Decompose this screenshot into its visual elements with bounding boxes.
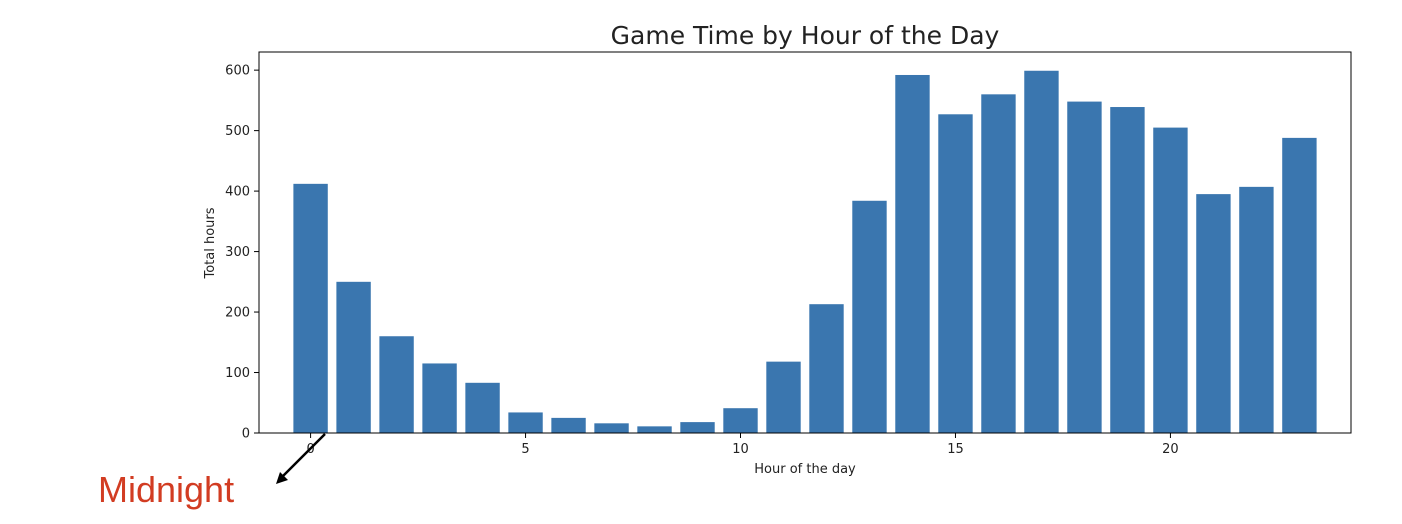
y-axis-ticks: 0 100 200 300 400 500 600 xyxy=(225,64,259,442)
y-tick-label: 100 xyxy=(225,366,250,381)
bar-hour-19 xyxy=(1110,107,1145,433)
bar-hour-15 xyxy=(938,114,973,433)
y-tick-label: 500 xyxy=(225,124,250,139)
bar-hour-22 xyxy=(1239,186,1274,433)
bar-hour-7 xyxy=(594,423,629,433)
plot-frame xyxy=(258,51,1352,434)
chart-title: Game Time by Hour of the Day xyxy=(611,21,1000,50)
x-tick-label: 5 xyxy=(521,442,529,457)
x-tick-label: 15 xyxy=(947,442,964,457)
bar-hour-0 xyxy=(293,183,328,433)
bar-hour-3 xyxy=(422,363,457,433)
y-tick-label: 300 xyxy=(225,245,250,260)
y-tick-label: 600 xyxy=(225,64,250,79)
bar-hour-1 xyxy=(336,281,371,433)
x-tick-label: 20 xyxy=(1162,442,1179,457)
annotation-arrow-head xyxy=(276,472,288,484)
bar-hour-23 xyxy=(1282,137,1317,433)
bar-hour-9 xyxy=(680,422,715,433)
bar-hour-21 xyxy=(1196,194,1231,433)
bar-hour-8 xyxy=(637,426,672,433)
bar-hour-17 xyxy=(1024,70,1059,433)
bar-hour-14 xyxy=(895,74,930,433)
bar-hour-2 xyxy=(379,336,414,433)
y-tick-label: 0 xyxy=(242,427,250,442)
annotation-label: Midnight xyxy=(98,469,234,510)
bars-group xyxy=(293,70,1317,433)
bar-hour-11 xyxy=(766,361,801,433)
y-tick-label: 400 xyxy=(225,185,250,200)
x-axis-ticks: 05101520 xyxy=(306,433,1179,457)
bar-hour-5 xyxy=(508,412,543,433)
bar-hour-10 xyxy=(723,408,758,433)
midnight-annotation: Midnight xyxy=(98,433,326,510)
bar-hour-6 xyxy=(551,417,586,433)
annotation-arrow-line xyxy=(280,433,326,479)
bar-hour-16 xyxy=(981,94,1016,433)
bar-hour-12 xyxy=(809,304,844,433)
y-axis-label: Total hours xyxy=(203,207,218,279)
x-axis-label: Hour of the day xyxy=(754,462,856,477)
bar-hour-4 xyxy=(465,382,500,433)
bar-hour-18 xyxy=(1067,101,1102,433)
bar-hour-13 xyxy=(852,200,887,433)
y-tick-label: 200 xyxy=(225,306,250,321)
bar-hour-20 xyxy=(1153,127,1188,433)
x-tick-label: 10 xyxy=(732,442,749,457)
